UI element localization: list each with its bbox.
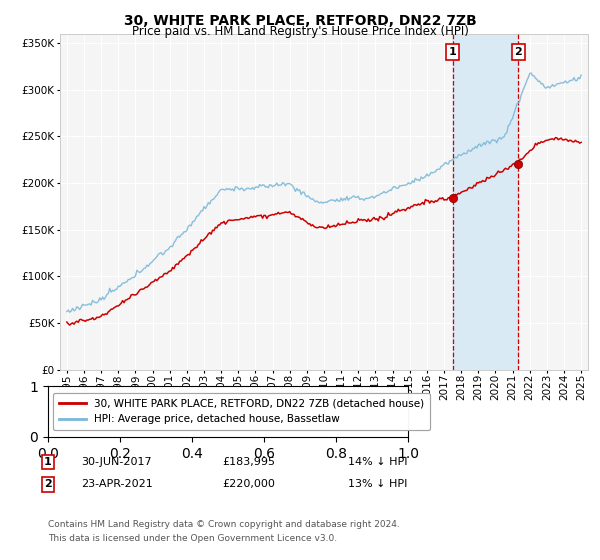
Text: Contains HM Land Registry data © Crown copyright and database right 2024.: Contains HM Land Registry data © Crown c… bbox=[48, 520, 400, 529]
Text: 30-JUN-2017: 30-JUN-2017 bbox=[81, 457, 152, 467]
Text: 14% ↓ HPI: 14% ↓ HPI bbox=[348, 457, 407, 467]
Text: 1: 1 bbox=[449, 47, 457, 57]
Bar bbox=[452, 34, 518, 370]
Text: £220,000: £220,000 bbox=[222, 479, 275, 489]
Text: 1: 1 bbox=[44, 457, 52, 467]
Legend: 30, WHITE PARK PLACE, RETFORD, DN22 7ZB (detached house), HPI: Average price, de: 30, WHITE PARK PLACE, RETFORD, DN22 7ZB … bbox=[53, 393, 430, 431]
Text: 30, WHITE PARK PLACE, RETFORD, DN22 7ZB: 30, WHITE PARK PLACE, RETFORD, DN22 7ZB bbox=[124, 14, 476, 28]
Text: 2: 2 bbox=[514, 47, 522, 57]
Text: 23-APR-2021: 23-APR-2021 bbox=[81, 479, 153, 489]
Text: This data is licensed under the Open Government Licence v3.0.: This data is licensed under the Open Gov… bbox=[48, 534, 337, 543]
Text: 13% ↓ HPI: 13% ↓ HPI bbox=[348, 479, 407, 489]
Text: 2: 2 bbox=[44, 479, 52, 489]
Text: Price paid vs. HM Land Registry's House Price Index (HPI): Price paid vs. HM Land Registry's House … bbox=[131, 25, 469, 38]
Text: £183,995: £183,995 bbox=[222, 457, 275, 467]
